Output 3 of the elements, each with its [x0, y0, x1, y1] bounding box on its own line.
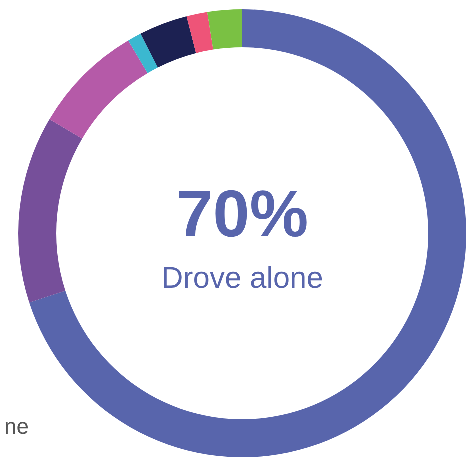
text: ne: [4, 414, 29, 439]
text: Drove alone: [162, 262, 324, 295]
text: 70%: [176, 176, 309, 250]
